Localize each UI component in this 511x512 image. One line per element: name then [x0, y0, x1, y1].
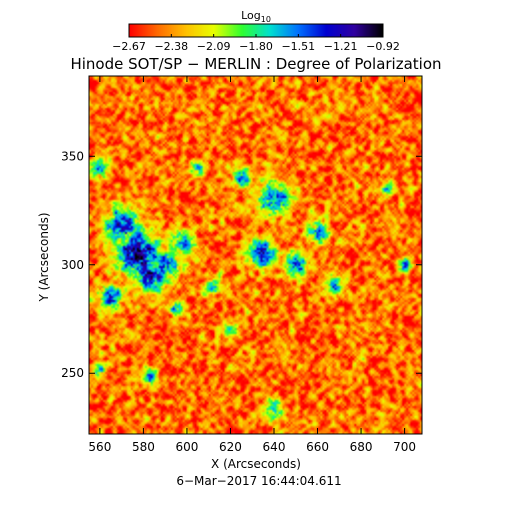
x-tick-label: 620 — [219, 440, 242, 454]
y-tick-label: 300 — [61, 258, 84, 272]
colorbar-label: Log10 — [241, 9, 271, 24]
x-tick-label: 700 — [393, 440, 416, 454]
y-axis-ticks: 250 300 350 — [61, 149, 422, 380]
x-axis-ticks: 560 580 600 620 640 660 680 700 — [88, 76, 416, 454]
colorbar-tick-label: −0.92 — [366, 40, 400, 53]
x-tick-label: 580 — [132, 440, 155, 454]
x-tick-label: 560 — [88, 440, 111, 454]
x-tick-label: 640 — [263, 440, 286, 454]
colorbar-tick-label: −1.51 — [281, 40, 315, 53]
x-tick-label: 660 — [306, 440, 329, 454]
colorbar-tick-label: −2.38 — [154, 40, 188, 53]
x-tick-label: 680 — [350, 440, 373, 454]
chart-title: Hinode SOT/SP − MERLIN : Degree of Polar… — [70, 55, 441, 73]
y-axis-label: Y (Arcseconds) — [37, 212, 51, 302]
y-tick-label: 250 — [61, 366, 84, 380]
x-axis-label: X (Arcseconds) — [211, 457, 301, 471]
y-tick-label: 350 — [61, 149, 84, 163]
colorbar-tick-label: −2.67 — [112, 40, 146, 53]
colorbar-tick-label: −2.09 — [197, 40, 231, 53]
observation-date: 6−Mar−2017 16:44:04.611 — [176, 474, 341, 488]
plot-frame — [88, 75, 423, 435]
colorbar-ticks: −2.67 −2.38 −2.09 −1.80 −1.51 −1.21 −0.92 — [112, 34, 400, 53]
colorbar-tick-label: −1.80 — [239, 40, 273, 53]
colorbar — [129, 24, 383, 37]
polarization-map — [89, 76, 422, 434]
colorbar-tick-label: −1.21 — [324, 40, 358, 53]
x-tick-label: 600 — [175, 440, 198, 454]
